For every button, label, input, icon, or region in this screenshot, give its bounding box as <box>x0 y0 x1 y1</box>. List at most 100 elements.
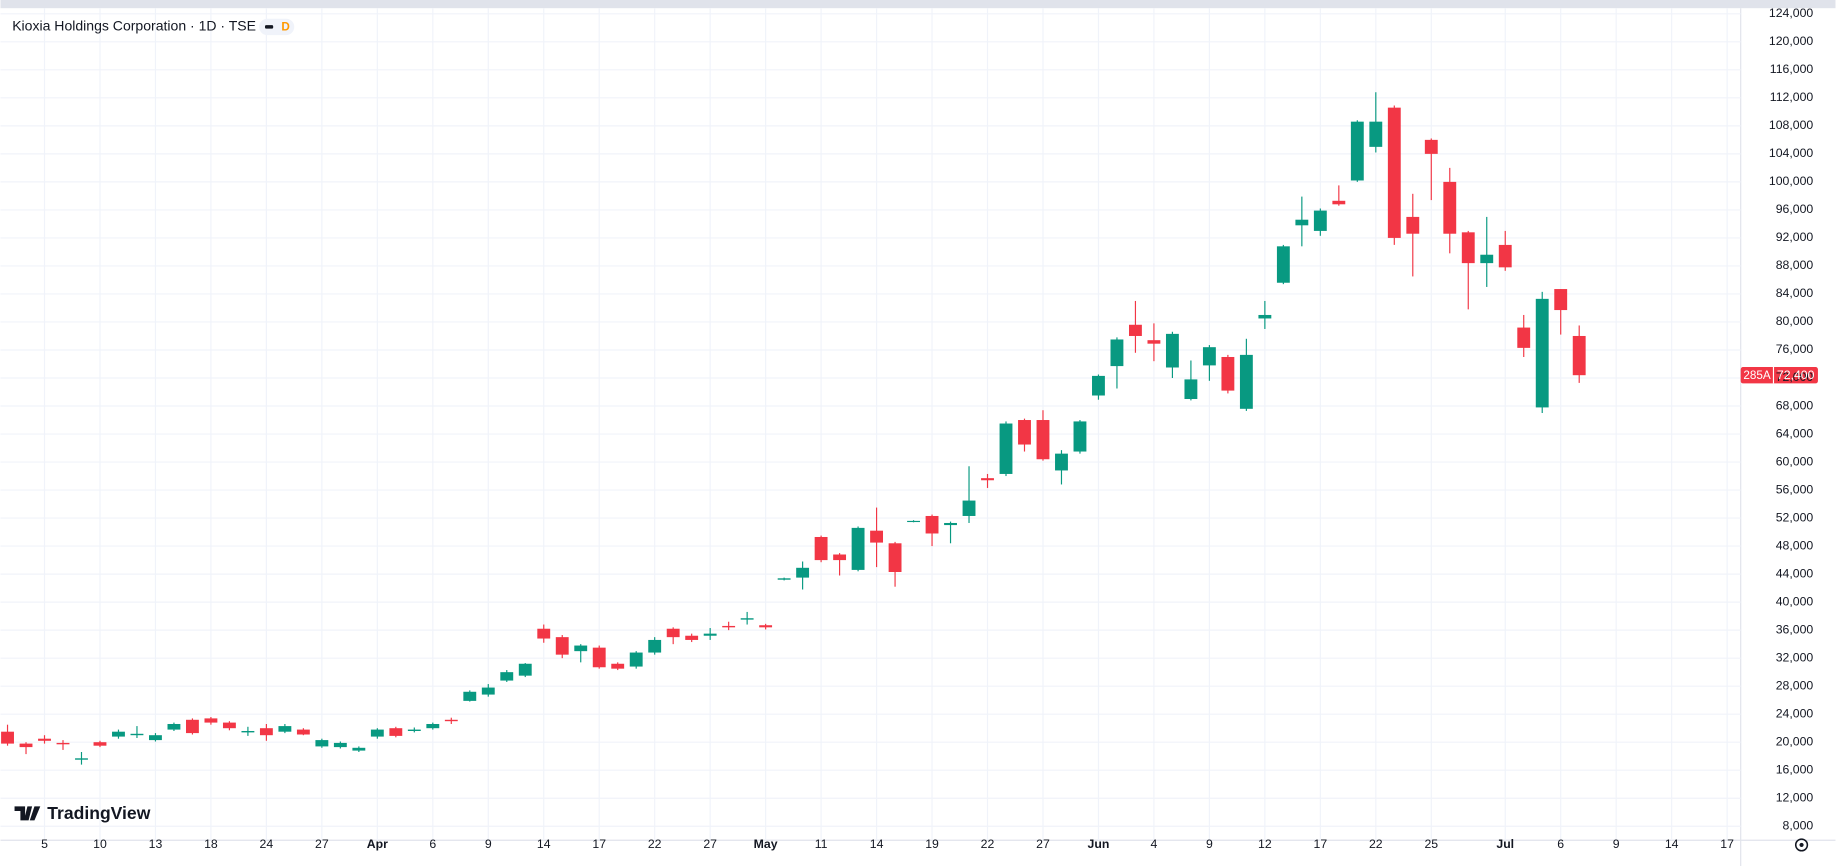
y-tick-label: 116,000 <box>1770 62 1814 76</box>
candle-body <box>592 647 606 668</box>
y-tick-label: 92,000 <box>1776 230 1814 244</box>
x-tick-label: Jun <box>1088 837 1110 851</box>
candle-body <box>167 723 181 730</box>
candle-body <box>1165 333 1179 368</box>
candle-body <box>444 719 458 722</box>
settings-gear-center[interactable] <box>1799 842 1804 848</box>
candle-body <box>907 520 920 523</box>
candle-body <box>1202 347 1216 366</box>
candle-body <box>75 758 88 760</box>
candle-body <box>333 742 347 748</box>
candle-body <box>703 633 717 636</box>
candle-body <box>999 423 1013 474</box>
candle-body <box>38 738 51 741</box>
candle-body <box>1 731 14 744</box>
candle-body <box>315 740 329 747</box>
candle-body <box>130 733 144 736</box>
candle-body <box>1128 324 1142 336</box>
y-tick-label: 24,000 <box>1776 706 1814 720</box>
brand-logo: TradingView <box>14 803 151 823</box>
candle-body <box>759 625 773 628</box>
candle-body <box>1369 121 1383 147</box>
chart-title: Kioxia Holdings Corporation · 1D · TSE <box>12 18 256 34</box>
x-tick-label: 24 <box>260 837 274 851</box>
y-tick-label: 52,000 <box>1776 510 1814 524</box>
candle-body <box>481 687 495 695</box>
candle-body <box>1018 420 1031 445</box>
candle-body <box>1480 254 1494 264</box>
y-tick-label: 96,000 <box>1776 202 1814 216</box>
candle-body <box>833 554 847 561</box>
candle-body <box>19 743 33 748</box>
candle-body <box>1332 200 1346 205</box>
candle-body <box>1498 244 1512 268</box>
badge-icon <box>264 25 274 29</box>
y-tick-label: 32,000 <box>1776 650 1814 664</box>
x-tick-label: 10 <box>93 837 107 851</box>
y-tick-label: 72,000 <box>1776 370 1814 384</box>
candle-body <box>851 527 865 570</box>
x-tick-label: 17 <box>592 837 606 851</box>
candle-body <box>981 478 994 481</box>
x-tick-label: 13 <box>149 837 163 851</box>
candle-body <box>1239 354 1253 409</box>
x-tick-label: 14 <box>1665 837 1679 851</box>
candle-body <box>352 747 366 751</box>
badge-bg <box>259 18 295 36</box>
labels: 8,000 12,000 16,000 20,000 24,000 28,000 32,00… <box>41 6 1815 851</box>
y-tick-label: 84,000 <box>1776 286 1814 300</box>
x-tick-label: 22 <box>648 837 662 851</box>
candle-body <box>740 618 754 620</box>
candle-body <box>777 578 791 580</box>
y-tick-label: 124,000 <box>1769 6 1814 20</box>
y-tick-label: 76,000 <box>1776 342 1814 356</box>
candle-body <box>1443 181 1457 234</box>
candle-body <box>370 729 384 737</box>
candle-body <box>500 672 514 681</box>
candle-body <box>278 726 292 732</box>
x-tick-label: Jul <box>1496 837 1514 851</box>
candle-body <box>537 628 551 639</box>
y-tick-label: 88,000 <box>1776 258 1814 272</box>
settings-gear[interactable] <box>1794 838 1809 852</box>
top-bar <box>0 0 1836 9</box>
candle-body <box>555 637 569 655</box>
candle-body <box>648 639 662 653</box>
candle-body <box>93 742 107 746</box>
y-tick-label: 64,000 <box>1776 426 1814 440</box>
y-tick-label: 100,000 <box>1769 174 1814 188</box>
x-tick-label: 6 <box>429 837 436 851</box>
candle-body <box>1276 246 1290 283</box>
candle-body <box>722 625 736 628</box>
y-tick-label: 44,000 <box>1776 566 1814 580</box>
y-tick-label: 112,000 <box>1770 90 1814 104</box>
x-tick-label: Apr <box>367 837 388 851</box>
y-tick-label: 68,000 <box>1776 398 1814 412</box>
brand: TradingView <box>47 803 150 823</box>
candle-body <box>222 722 236 729</box>
logo-icon <box>14 806 41 821</box>
candle-body <box>204 718 218 723</box>
candle-body <box>56 742 70 745</box>
settings-icon[interactable] <box>1794 838 1809 852</box>
candle-body <box>296 729 310 735</box>
candle-body <box>1258 314 1272 319</box>
x-tick-label: 27 <box>703 837 717 851</box>
candle-body <box>259 728 273 736</box>
candle-body <box>1147 340 1161 344</box>
x-tick-label: 9 <box>1206 837 1213 851</box>
y-tick-label: 120,000 <box>1769 34 1814 48</box>
badge: D <box>281 21 289 34</box>
x-tick-label: 11 <box>815 837 828 851</box>
candle-body <box>870 530 884 543</box>
last-price-label: 72,400 <box>1777 368 1815 382</box>
y-tick-label: 80,000 <box>1776 314 1814 328</box>
candle-body <box>149 735 162 741</box>
candle-body <box>389 728 403 736</box>
candle-body <box>1387 107 1401 238</box>
y-tick-label: 28,000 <box>1776 678 1814 692</box>
x-tick-label: 17 <box>1314 837 1328 851</box>
candle-body <box>1110 339 1124 367</box>
candle-body <box>1221 356 1235 391</box>
